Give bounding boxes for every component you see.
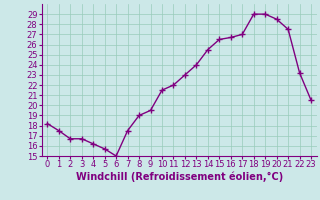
X-axis label: Windchill (Refroidissement éolien,°C): Windchill (Refroidissement éolien,°C) <box>76 172 283 182</box>
